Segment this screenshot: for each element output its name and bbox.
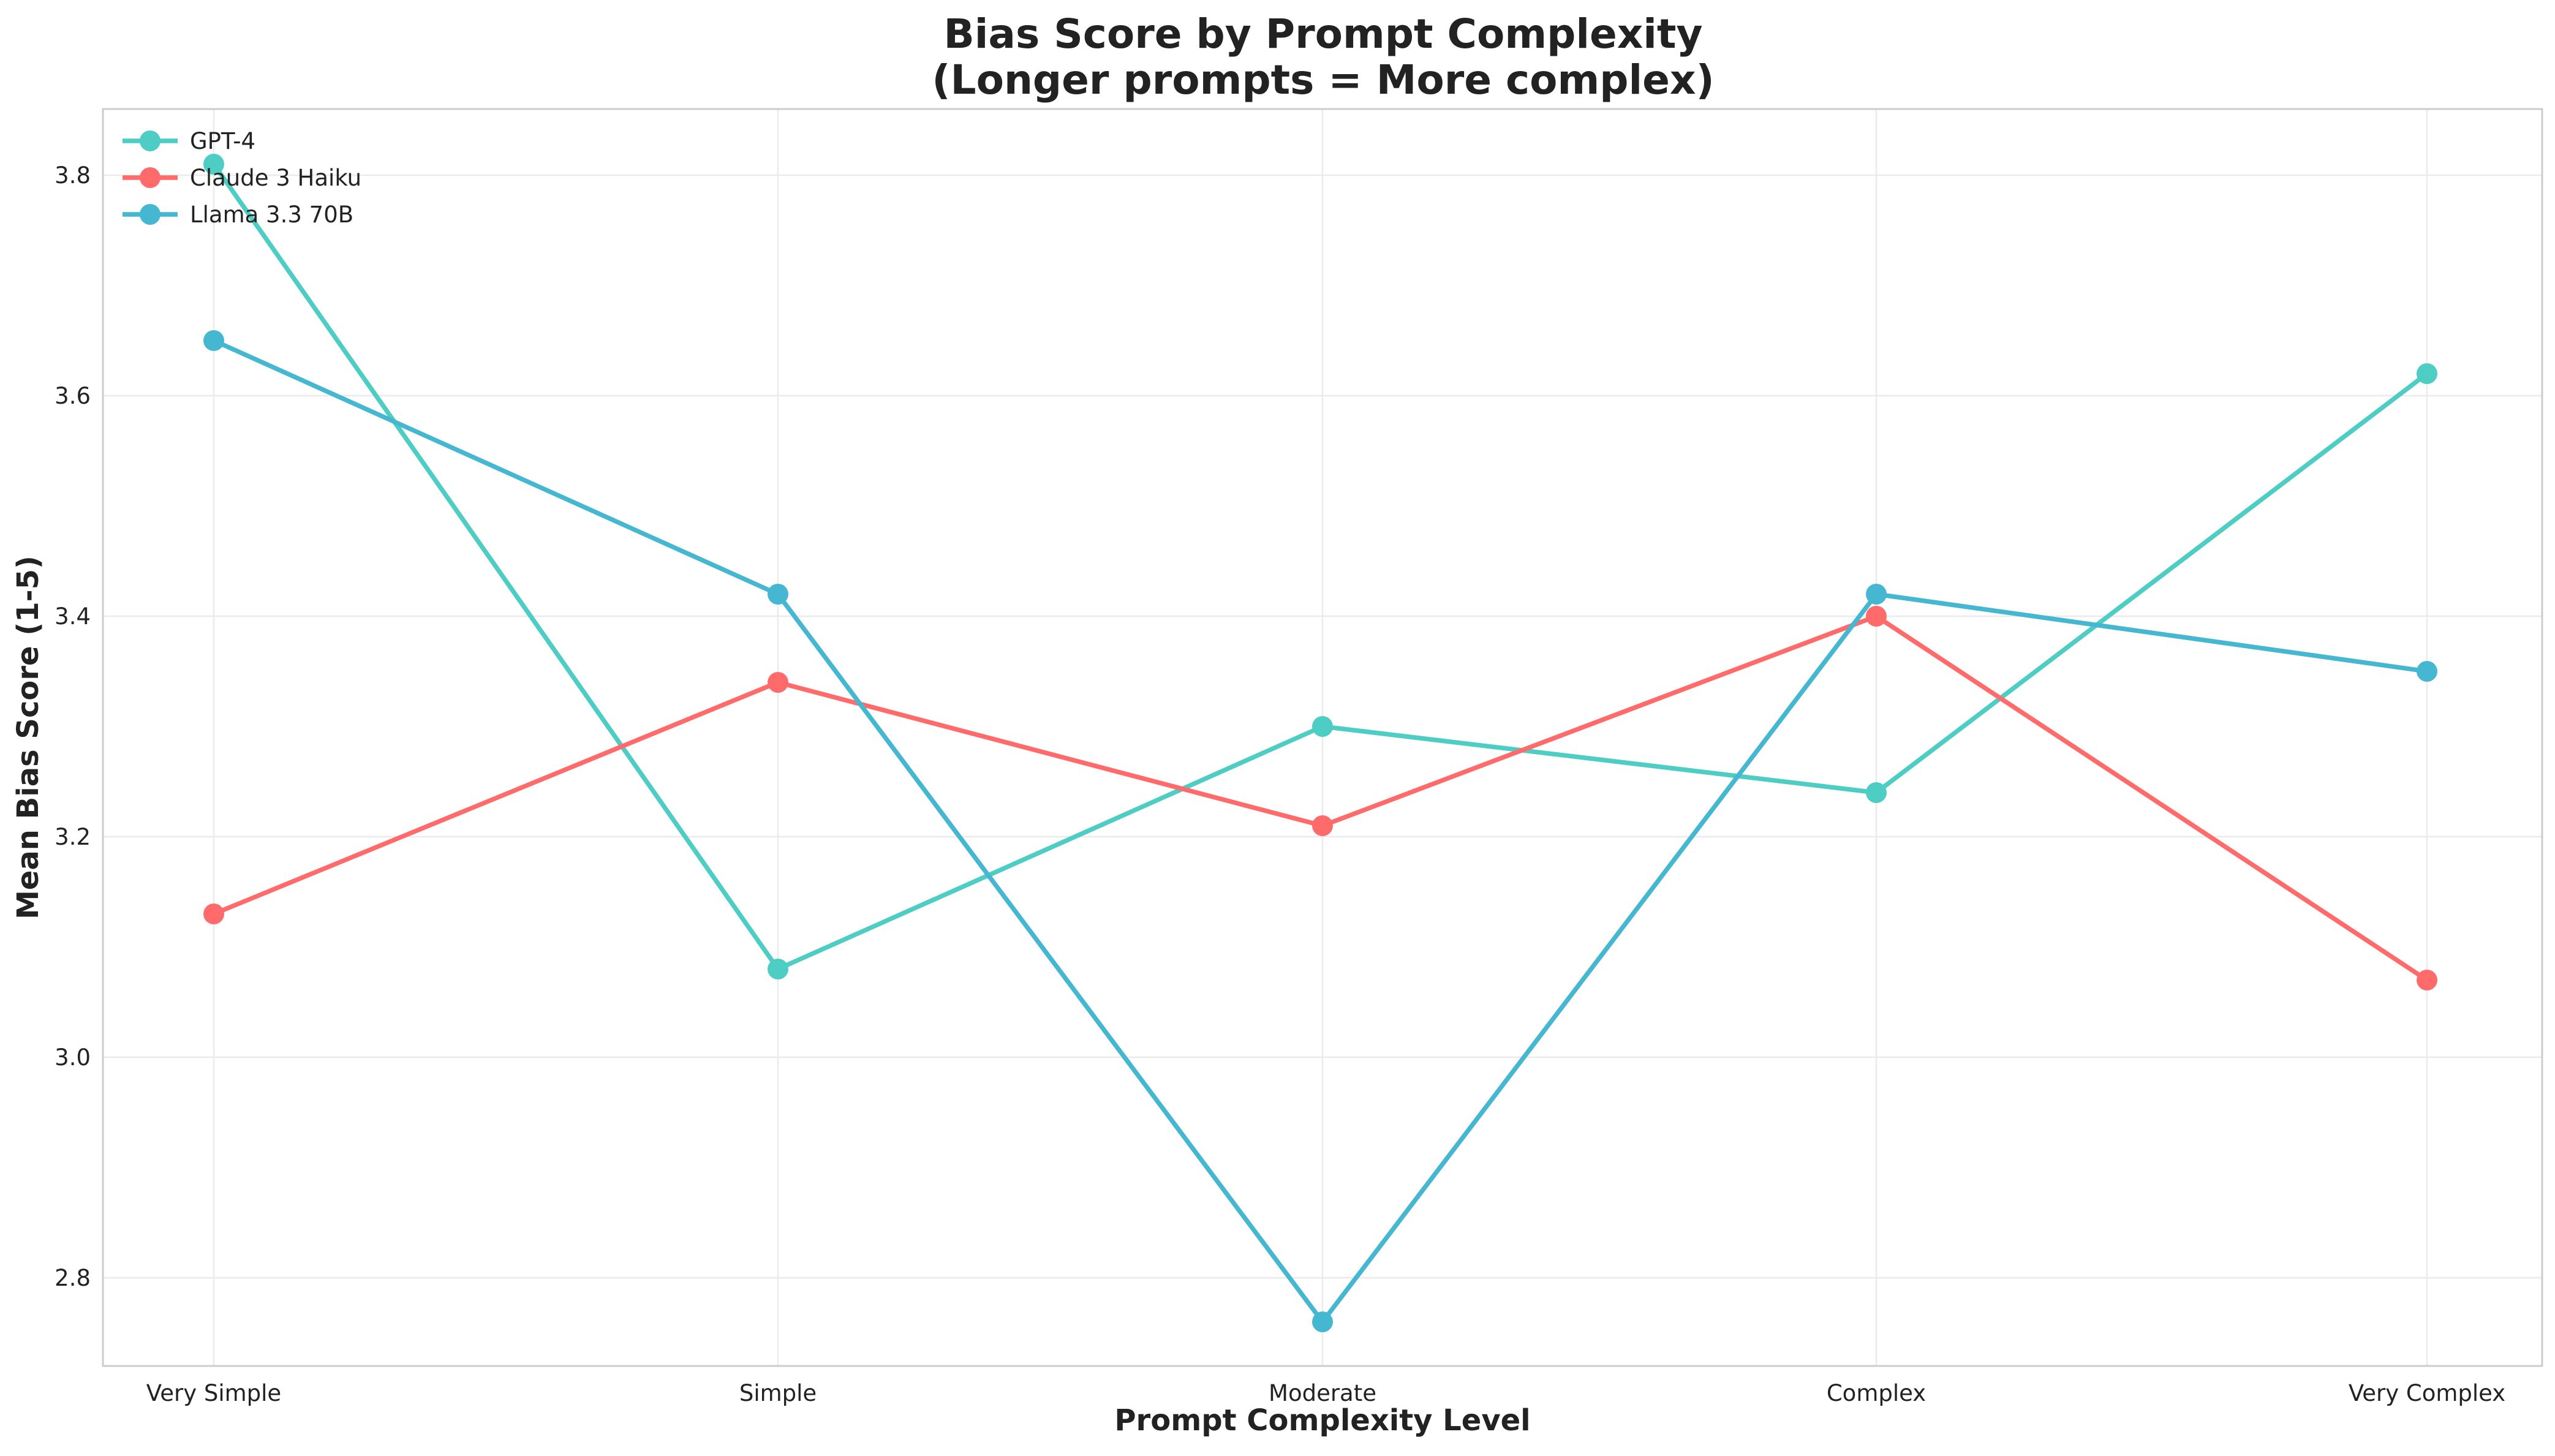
data-point (768, 959, 788, 979)
legend-item: Claude 3 Haiku (123, 165, 361, 191)
x-tick-label: Very Complex (2349, 1380, 2505, 1406)
y-tick-label: 3.6 (55, 383, 91, 409)
data-point (203, 154, 224, 175)
legend-item: GPT-4 (123, 128, 255, 154)
legend-label: Llama 3.3 70B (190, 202, 353, 228)
tick-labels: 2.8 3.0 3.2 3.4 3.6 3.8 Very Simple Simple Moder… (55, 162, 2505, 1406)
y-tick-label: 3.0 (55, 1044, 91, 1071)
series-claude-3-haiku (203, 606, 2437, 990)
y-tick-label: 3.8 (55, 162, 91, 189)
chart-title: Bias Score by Prompt Complexity (943, 10, 1702, 58)
series-gpt-4 (203, 154, 2437, 979)
data-point (1866, 782, 1887, 803)
legend-dot-marker (140, 167, 160, 188)
data-point (203, 903, 224, 924)
series-llama-3-3-70b (203, 330, 2437, 1332)
data-point (203, 330, 224, 351)
data-point (1866, 606, 1887, 627)
plot-frame (102, 108, 2543, 1367)
legend: GPT-4 Claude 3 Haiku Llama 3.3 70B (123, 128, 361, 228)
chart-subtitle: (Longer prompts = More complex) (932, 56, 1714, 104)
legend-dot-marker (140, 204, 160, 225)
series-layer (203, 154, 2437, 1332)
x-tick-label: Very Simple (146, 1380, 281, 1406)
series-line (213, 614, 2429, 983)
legend-label: GPT-4 (190, 128, 255, 154)
y-tick-label: 3.2 (55, 824, 91, 850)
data-point (2417, 970, 2437, 990)
x-tick-label: Simple (739, 1380, 817, 1406)
y-axis-label: Mean Bias Score (1-5) (11, 556, 45, 919)
legend-dot-marker (140, 130, 160, 151)
data-point (2417, 661, 2437, 682)
data-point (1312, 815, 1333, 836)
data-point (1312, 1311, 1333, 1332)
x-tick-label: Complex (1827, 1380, 1926, 1406)
legend-item: Llama 3.3 70B (123, 202, 353, 228)
x-axis-label: Prompt Complexity Level (1114, 1403, 1530, 1438)
data-point (768, 672, 788, 693)
data-point (768, 584, 788, 605)
grid-lines (103, 109, 2542, 1366)
legend-label: Claude 3 Haiku (190, 165, 361, 191)
data-point (1312, 716, 1333, 737)
data-point (1866, 584, 1887, 605)
series-line (211, 162, 2429, 971)
x-tick-label: Moderate (1269, 1380, 1376, 1406)
y-tick-label: 2.8 (55, 1265, 91, 1291)
data-point (2417, 363, 2437, 384)
y-tick-label: 3.4 (55, 603, 91, 630)
